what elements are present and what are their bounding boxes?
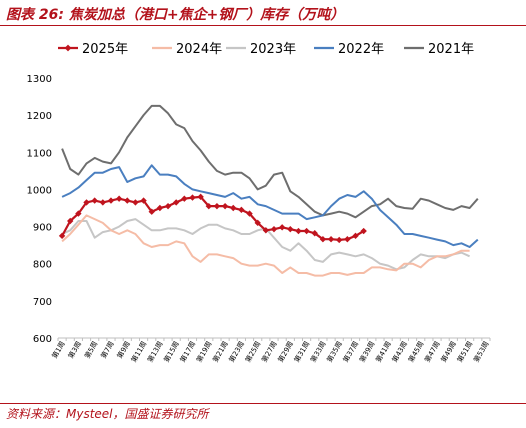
data-point-marker xyxy=(132,199,139,206)
data-point-marker xyxy=(115,195,123,202)
data-point-marker xyxy=(172,199,180,206)
y-tick-label: 1000 xyxy=(27,185,52,196)
data-point-marker xyxy=(107,197,115,204)
data-point-marker xyxy=(181,195,188,202)
x-tick-label: 第3周 xyxy=(66,340,83,360)
data-point-marker xyxy=(83,199,90,206)
y-tick-label: 1100 xyxy=(27,148,52,159)
data-point-marker xyxy=(221,202,229,210)
series-line-2024年 xyxy=(61,214,470,277)
series-line-2023年 xyxy=(61,218,471,271)
data-point-marker xyxy=(311,230,318,237)
data-point-marker xyxy=(124,197,131,204)
legend-label: 2021年 xyxy=(428,42,474,57)
legend-label: 2024年 xyxy=(176,42,222,57)
data-point-marker xyxy=(278,224,286,231)
data-point-marker xyxy=(336,236,343,244)
data-point-marker xyxy=(205,202,212,210)
data-point-marker xyxy=(75,210,82,217)
plot-area xyxy=(58,104,479,277)
data-point-marker xyxy=(156,204,164,212)
data-point-marker xyxy=(164,202,172,210)
line-chart: 2025年 2024年 2023年 2022年 2021年 600 700 800 900 10… xyxy=(27,42,491,364)
data-point-marker xyxy=(99,199,107,206)
data-point-marker xyxy=(230,204,237,212)
data-point-marker xyxy=(360,227,367,235)
data-point-marker xyxy=(213,202,221,210)
y-tick-label: 600 xyxy=(33,334,52,345)
data-point-marker xyxy=(295,227,302,235)
series-line-2025年 xyxy=(61,195,365,241)
data-point-marker xyxy=(238,206,245,214)
data-point-marker xyxy=(319,236,327,243)
source-note: 资料来源：Mysteel，国盛证券研究所 xyxy=(6,407,209,421)
data-point-marker xyxy=(91,197,98,204)
data-point-marker xyxy=(140,197,147,204)
x-tick-label: 第5周 xyxy=(82,340,99,360)
data-point-marker xyxy=(148,208,155,215)
y-tick-label: 1300 xyxy=(27,74,52,85)
series-line-2022年 xyxy=(61,164,479,248)
x-tick-label: 第1周 xyxy=(50,340,67,360)
chart-legend: 2025年 2024年 2023年 2022年 2021年 xyxy=(58,42,474,57)
data-point-marker xyxy=(189,194,196,201)
data-point-marker xyxy=(197,193,204,201)
legend-label: 2025年 xyxy=(82,42,128,57)
data-point-marker xyxy=(344,236,351,243)
x-tick-label: 第9周 xyxy=(115,340,132,360)
y-tick-label: 700 xyxy=(33,297,52,308)
data-point-marker xyxy=(254,219,261,227)
series-line-2021年 xyxy=(61,104,479,219)
legend-marker xyxy=(64,44,72,52)
x-axis: 第1周 第3周 第5周 第7周 第9周第11周第13周第15周第17周第19周第21周第… xyxy=(50,337,491,364)
data-point-marker xyxy=(270,225,278,233)
data-point-marker xyxy=(262,227,270,234)
legend-label: 2022年 xyxy=(338,42,384,57)
data-point-marker xyxy=(327,236,335,243)
data-point-marker xyxy=(246,210,253,217)
chart-title: 图表 26: 焦炭加总（港口+焦企+钢厂）库存（万吨） xyxy=(6,7,345,23)
x-tick-label: 第53周 xyxy=(471,340,490,364)
x-tick-label: 第7周 xyxy=(99,340,116,360)
data-point-marker xyxy=(67,217,74,225)
data-point-marker xyxy=(58,232,66,240)
data-point-marker xyxy=(287,225,294,233)
data-point-marker xyxy=(352,232,359,240)
data-point-marker xyxy=(303,227,310,235)
y-tick-label: 800 xyxy=(33,260,52,271)
y-tick-label: 900 xyxy=(33,223,52,234)
footer-rule xyxy=(0,403,526,404)
y-tick-label: 1200 xyxy=(27,111,52,122)
legend-label: 2023年 xyxy=(250,42,296,57)
y-axis: 600 700 800 900 1000 1100 1200 1300 xyxy=(27,74,52,345)
title-underline xyxy=(0,25,526,26)
